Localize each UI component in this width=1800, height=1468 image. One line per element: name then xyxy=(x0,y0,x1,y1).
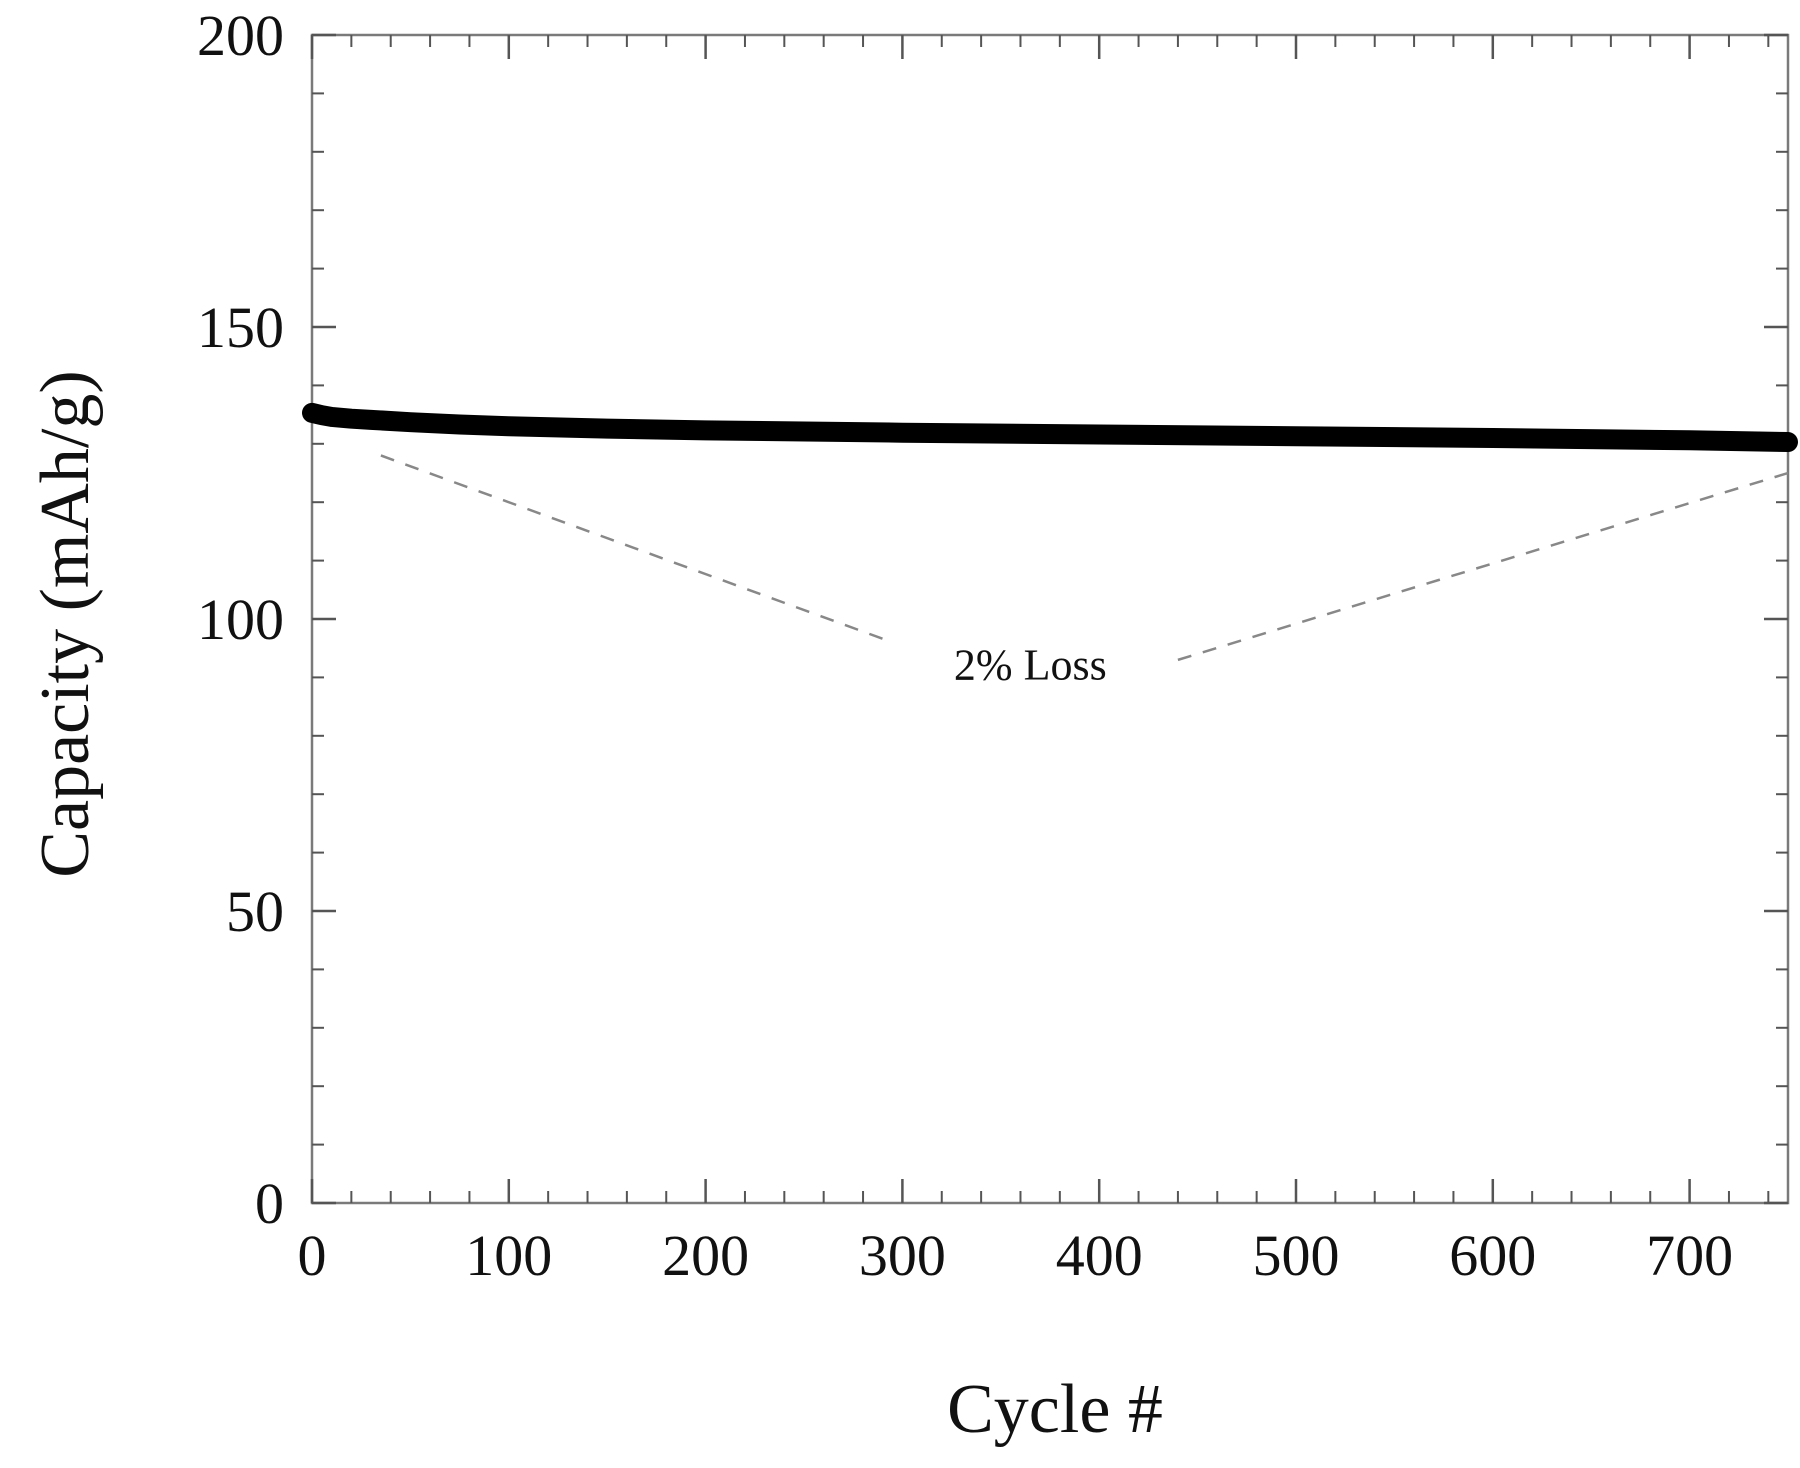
y-tick-label: 150 xyxy=(197,295,284,360)
y-tick-label: 50 xyxy=(226,879,284,944)
axes-layer xyxy=(310,33,1790,1205)
x-tick-label: 200 xyxy=(662,1223,749,1288)
x-tick-label: 100 xyxy=(465,1223,552,1288)
x-tick-label: 600 xyxy=(1449,1223,1536,1288)
data-point xyxy=(363,411,380,428)
data-point xyxy=(894,424,911,441)
y-tick-label: 200 xyxy=(197,3,284,68)
y-tick-label: 100 xyxy=(197,587,284,652)
data-point xyxy=(697,422,714,439)
plot-frame xyxy=(310,33,1790,1205)
x-tick-label: 500 xyxy=(1253,1223,1340,1288)
annotation-pointer-line xyxy=(1177,471,1789,662)
annotation-pointer-line xyxy=(380,454,893,644)
data-point xyxy=(1484,429,1501,446)
data-point xyxy=(1288,428,1304,445)
y-tick-label: 0 xyxy=(255,1171,284,1236)
data-point xyxy=(1681,432,1698,449)
x-tick-label: 0 xyxy=(298,1223,327,1288)
x-tick-label: 700 xyxy=(1646,1223,1733,1288)
series-line xyxy=(302,402,1798,453)
data-point xyxy=(323,408,340,425)
data-point xyxy=(599,420,616,437)
data-point xyxy=(500,418,517,435)
label-layer: 0 100 200 300 400 500 600 700 0 50 100 150 200 Cycle … xyxy=(27,3,1733,1448)
annotation-layer: 2% Loss xyxy=(380,454,1789,690)
data-point xyxy=(402,414,419,431)
x-axis-title: Cycle # xyxy=(947,1371,1163,1448)
y-axis-title: Capacity (mAh/g) xyxy=(27,370,104,877)
data-point xyxy=(451,416,468,433)
annotation-label: 2% Loss xyxy=(954,641,1107,690)
data-layer xyxy=(302,402,1798,453)
x-tick-label: 300 xyxy=(859,1223,946,1288)
data-point xyxy=(343,410,360,427)
data-point xyxy=(1780,434,1796,451)
data-point xyxy=(1091,426,1108,443)
x-tick-label: 400 xyxy=(1056,1223,1143,1288)
